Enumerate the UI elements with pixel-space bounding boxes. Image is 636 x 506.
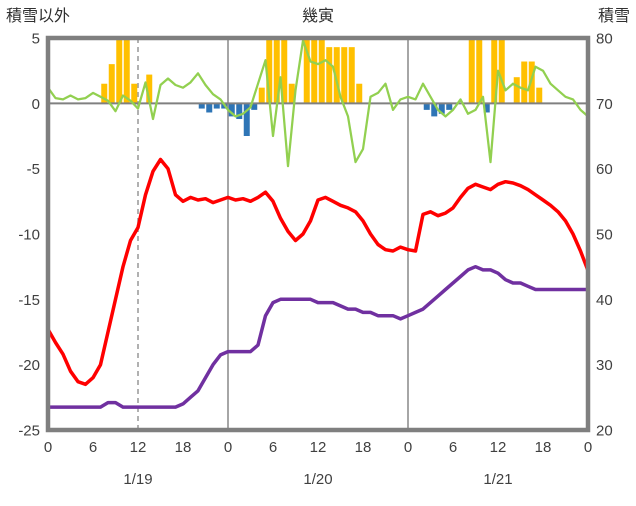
svg-text:18: 18 <box>535 439 552 456</box>
left-axis-title: 積雪以外 <box>6 7 70 25</box>
svg-text:18: 18 <box>175 439 192 456</box>
svg-text:-15: -15 <box>18 292 40 309</box>
svg-text:1/20: 1/20 <box>303 471 332 488</box>
svg-text:50: 50 <box>596 227 613 244</box>
blue-bars-series <box>198 103 490 136</box>
hour-tick-labels: 0 6 12 18 0 6 12 18 0 6 12 18 0 <box>44 439 592 456</box>
svg-text:-20: -20 <box>18 357 40 374</box>
svg-text:-10: -10 <box>18 227 40 244</box>
green-line-series <box>46 39 590 168</box>
svg-text:6: 6 <box>269 439 277 456</box>
svg-text:60: 60 <box>596 161 613 178</box>
svg-text:30: 30 <box>596 357 613 374</box>
svg-text:80: 80 <box>596 31 613 48</box>
svg-text:0: 0 <box>224 439 232 456</box>
svg-text:12: 12 <box>310 439 327 456</box>
svg-text:0: 0 <box>584 439 592 456</box>
purple-line-series <box>46 264 590 409</box>
svg-text:70: 70 <box>596 96 613 113</box>
orange-bars-series <box>101 38 543 104</box>
svg-text:1/19: 1/19 <box>123 471 152 488</box>
plot-frame <box>45 35 591 433</box>
svg-text:-25: -25 <box>18 423 40 440</box>
svg-text:0: 0 <box>32 96 40 113</box>
svg-text:0: 0 <box>404 439 412 456</box>
svg-text:12: 12 <box>130 439 147 456</box>
station-name-title: 幾寅 <box>302 7 334 25</box>
svg-text:12: 12 <box>490 439 507 456</box>
left-axis-tick-labels: 5 0 -5 -10 -15 -20 -25 <box>18 31 40 440</box>
svg-text:0: 0 <box>44 439 52 456</box>
svg-text:-5: -5 <box>27 161 40 178</box>
svg-text:6: 6 <box>449 439 457 456</box>
svg-text:5: 5 <box>32 31 40 48</box>
svg-text:6: 6 <box>89 439 97 456</box>
svg-text:20: 20 <box>596 423 613 440</box>
red-line-series <box>46 157 590 387</box>
right-axis-tick-labels: 80 70 60 50 40 30 20 <box>596 31 613 440</box>
svg-text:40: 40 <box>596 292 613 309</box>
svg-text:1/21: 1/21 <box>483 471 512 488</box>
date-labels: 1/19 1/20 1/21 <box>123 471 512 488</box>
svg-text:18: 18 <box>355 439 372 456</box>
right-axis-title: 積雪 <box>598 7 630 25</box>
